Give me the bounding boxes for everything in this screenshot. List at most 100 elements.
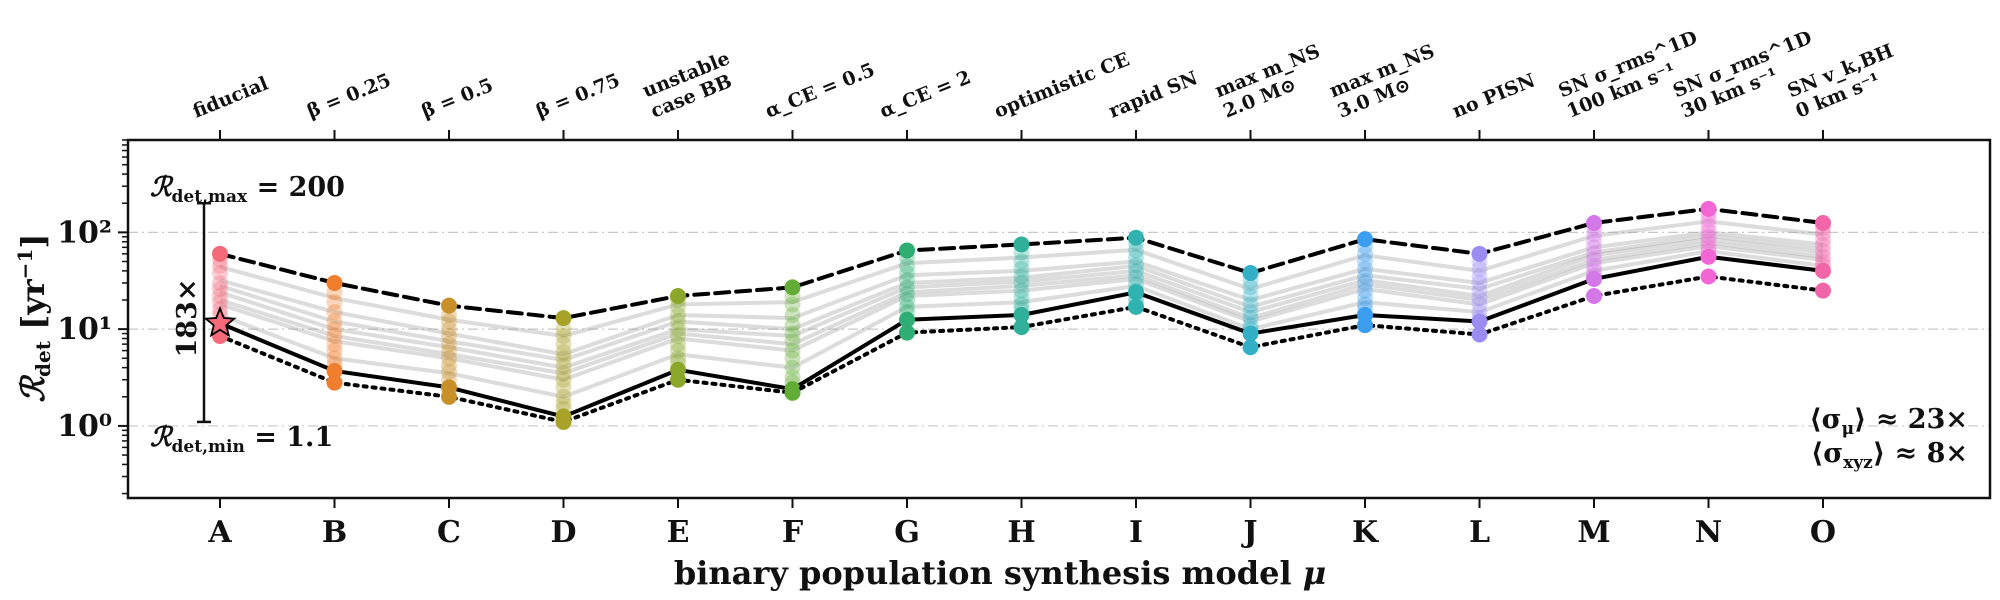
cloud-point	[212, 280, 228, 297]
cloud-point	[1586, 239, 1602, 256]
cloud-point	[1242, 287, 1259, 304]
cloud-point	[441, 321, 457, 338]
series-point	[212, 245, 228, 262]
sigma-mu-annotation: ⟨σμ⟩ ≈ 23×	[1809, 404, 1968, 439]
cloud-point	[1128, 256, 1144, 273]
cloud-point	[1013, 282, 1030, 299]
cloud-point	[326, 304, 343, 321]
cloud-point	[555, 371, 572, 388]
cloud-point	[441, 350, 457, 367]
cloud-point	[1700, 223, 1717, 240]
cloud-point	[784, 296, 801, 313]
x-tick-label-B: B	[322, 515, 347, 550]
cloud-point	[1013, 253, 1030, 270]
cloud-point	[1586, 257, 1602, 274]
cloud-point	[326, 342, 343, 359]
cloud-point	[670, 336, 686, 353]
series-point	[1357, 317, 1373, 334]
grey-line-6	[219, 240, 1824, 376]
series-point	[670, 371, 686, 388]
cloud-point	[899, 265, 915, 282]
top-label-K: max m_NS3.0 M⊙	[1326, 40, 1445, 122]
cloud-point	[326, 313, 343, 330]
cloud-point	[1242, 310, 1259, 327]
sigma-xyz-annotation: ⟨σxyz⟩ ≈ 8×	[1811, 438, 1968, 473]
series-point	[1700, 200, 1717, 217]
cloud-point	[1586, 251, 1602, 268]
cloud-point	[1357, 274, 1373, 291]
cloud-point	[555, 327, 572, 344]
series-point	[784, 279, 801, 296]
grey-variation-lines	[219, 219, 1824, 399]
x-tick-label-M: M	[1577, 515, 1610, 550]
series-point	[555, 413, 572, 430]
series-point	[441, 297, 457, 314]
series-point	[899, 311, 915, 328]
y-tick-label: 10²	[57, 215, 112, 250]
series-point	[899, 324, 915, 341]
cloud-point	[1586, 226, 1602, 243]
x-axis-title: binary population synthesis model μ	[674, 554, 1326, 592]
cloud-point	[1242, 304, 1259, 321]
cloud-point	[670, 313, 686, 330]
top-label-D: β = 0.75	[533, 69, 623, 122]
cloud-point	[670, 321, 686, 338]
series-line-dashed	[218, 206, 1825, 321]
top-label-O: SN v_k,BH0 km s⁻¹	[1784, 40, 1904, 123]
cloud-point	[441, 357, 457, 374]
cloud-point	[441, 336, 457, 353]
cloud-point	[441, 342, 457, 359]
cloud-point	[1471, 260, 1488, 277]
cloud-point	[899, 298, 915, 315]
series-point	[1357, 231, 1373, 248]
cloud-point	[899, 257, 915, 274]
rmin-annotation: ℛdet,min = 1.1	[150, 422, 333, 457]
rmax-annotation: ℛdet,max = 200	[150, 172, 345, 207]
cloud-point	[1815, 248, 1831, 265]
top-label-F: α_CE = 0.5	[762, 59, 878, 123]
cloud-point	[555, 395, 572, 412]
cloud-point	[1471, 296, 1488, 313]
cloud-point	[670, 327, 686, 344]
series-point	[1128, 298, 1144, 315]
cloud-point	[1357, 289, 1373, 306]
top-label-G: α_CE = 2	[877, 66, 974, 122]
cloud-point	[212, 265, 228, 282]
cloud-point	[441, 327, 457, 344]
cloud-point	[326, 350, 343, 367]
cloud-point	[1700, 217, 1717, 234]
series-point	[1700, 248, 1717, 265]
cloud-point	[1357, 260, 1373, 277]
series-point	[441, 388, 457, 405]
grey-line-0	[219, 219, 1824, 339]
cloud-point	[212, 294, 228, 311]
range-bar	[197, 201, 211, 424]
cloud-point	[1013, 260, 1030, 277]
grey-line-2	[219, 237, 1824, 370]
cloud-point	[784, 359, 801, 376]
cloud-point	[899, 286, 915, 303]
series-point	[1242, 339, 1259, 356]
x-tick-label-H: H	[1007, 515, 1035, 550]
cloud-point	[1013, 289, 1030, 306]
top-label-E: unstablecase BB	[639, 47, 741, 122]
cloud-point	[1357, 245, 1373, 262]
grey-line-1	[219, 230, 1824, 357]
x-tick-label-K: K	[1352, 515, 1379, 550]
cloud-point	[670, 342, 686, 359]
series-point	[1128, 229, 1144, 246]
series-point	[1586, 214, 1602, 231]
cloud-point	[1815, 243, 1831, 260]
series-point	[1586, 287, 1602, 304]
series-point	[1815, 262, 1831, 279]
x-tick-label-O: O	[1810, 515, 1836, 550]
series-point	[1013, 319, 1030, 336]
series-point	[1128, 284, 1144, 301]
series-point	[1242, 265, 1259, 282]
series-point	[1471, 313, 1488, 330]
series-point	[1471, 245, 1488, 262]
cloud-point	[1471, 289, 1488, 306]
series-point	[326, 362, 343, 379]
cloud-point	[1357, 253, 1373, 270]
cloud-point	[784, 325, 801, 342]
